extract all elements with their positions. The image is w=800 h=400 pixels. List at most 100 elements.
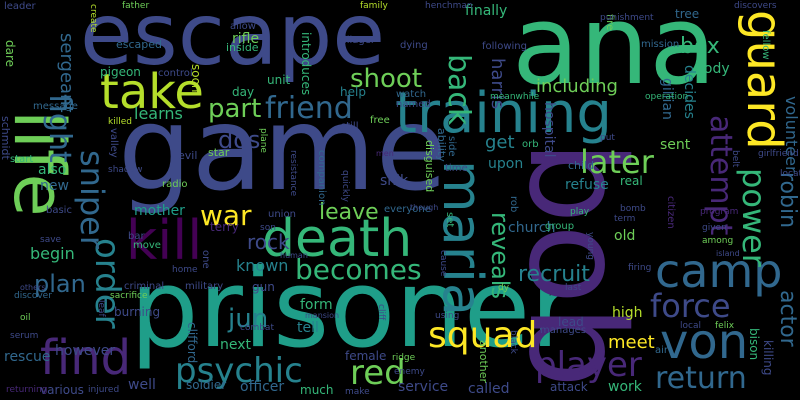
word-young: put	[600, 133, 615, 143]
word-rob: set	[444, 212, 455, 228]
word-attack: called	[468, 381, 510, 397]
word-however: however	[55, 343, 116, 359]
word-learns: learns	[134, 104, 183, 123]
word-though: mansion	[305, 311, 340, 320]
word-combat: make	[345, 387, 370, 397]
word-church: lead	[558, 315, 584, 329]
word-girlfriend: belt	[730, 150, 740, 168]
word-union: son	[260, 223, 276, 233]
word-given: program	[700, 207, 739, 217]
word-lead: gun	[252, 280, 275, 294]
word-disguised: time	[445, 163, 468, 174]
word-quickly: companion	[316, 150, 327, 206]
word-inside: escaped	[116, 38, 163, 51]
word-firing: young	[585, 232, 595, 260]
word-allow: inside	[226, 41, 259, 54]
word-ridge: using	[435, 311, 460, 321]
word-force: force	[650, 287, 731, 325]
word-message: schmidt	[0, 116, 12, 160]
word-henchman: meanwhile	[490, 92, 540, 102]
word-oil: burning	[114, 305, 161, 319]
word-player: player	[535, 345, 642, 385]
word-one: home	[172, 265, 198, 275]
word-sergeant: sergeant	[56, 33, 77, 113]
word-bomb: play	[570, 207, 590, 217]
word-mission: following	[482, 41, 527, 52]
word-fight: fight	[42, 94, 77, 163]
word-enemy: ridge	[392, 353, 416, 363]
word-punishment: fire	[604, 14, 615, 31]
word-black: last	[565, 283, 582, 293]
word-family: henchman	[425, 1, 473, 11]
word-war: war	[200, 199, 252, 232]
word-rock: rock	[247, 230, 290, 254]
word-location: girlfriend	[758, 149, 799, 159]
word-order: order	[87, 238, 127, 329]
word-reveals: reveals	[486, 212, 514, 299]
word-well: also	[38, 162, 67, 178]
word-later: later	[580, 143, 654, 181]
word-find: find	[40, 330, 132, 386]
word-power: power	[735, 168, 773, 267]
word-including: including	[536, 76, 618, 97]
word-get: get	[485, 132, 515, 153]
word-dare: leader	[4, 1, 36, 12]
word-leader: create	[88, 4, 98, 33]
word-much: female	[345, 349, 387, 363]
word-start: message	[33, 101, 78, 112]
word-form: rifle	[232, 31, 260, 47]
word-local: air	[655, 345, 669, 356]
word-set: side	[446, 136, 457, 157]
word-men: cause	[438, 250, 448, 277]
word-companion: resistance	[288, 150, 298, 197]
word-using: another	[477, 340, 490, 384]
word-everyone: quickly	[340, 170, 350, 202]
word-red: red	[350, 353, 406, 393]
word-following: dying	[400, 40, 428, 51]
word-soon: villager	[338, 35, 375, 46]
word-serum: others	[20, 283, 46, 292]
word-part: part	[208, 94, 262, 124]
word-injured: returning	[6, 385, 48, 395]
word-discover: oil	[20, 313, 31, 323]
word-orb: child	[568, 159, 595, 172]
word-leave: leave	[319, 200, 379, 225]
word-dy: firing	[628, 263, 652, 273]
word-father: family	[360, 1, 388, 11]
word-ana: ana	[512, 0, 717, 109]
word-becomes: becomes	[295, 253, 422, 286]
word-female: officer	[240, 379, 285, 395]
word-prisoner: prisoner	[130, 247, 575, 372]
word-next: well	[128, 377, 156, 393]
word-criminal: military	[185, 281, 224, 292]
word-officer: clifford	[185, 322, 199, 364]
word-valley: start	[10, 154, 34, 165]
word-felix: local	[680, 321, 701, 331]
word-take: take	[100, 64, 204, 120]
word-resistance: plane	[258, 128, 268, 153]
word-introduces: allow	[230, 21, 256, 32]
word-shadow: valley	[108, 128, 119, 158]
word-sniper: sniper	[73, 150, 111, 249]
word-attempt: attempt	[703, 115, 738, 236]
word-volunteer: volunteer	[782, 96, 800, 173]
word-play: group	[545, 221, 575, 232]
word-bison: work	[608, 379, 642, 395]
word-fire: mission	[641, 39, 680, 50]
word-control: soon	[189, 64, 203, 93]
word-plane: free	[370, 115, 390, 126]
word-body: body	[695, 61, 730, 77]
word-back: back	[441, 54, 476, 126]
word-pigeon: gillian	[659, 78, 675, 120]
word-also: new	[40, 178, 69, 194]
word-villager: introduces	[299, 32, 313, 96]
word-life: life	[0, 110, 80, 217]
word-gun: form	[300, 297, 333, 313]
word-burning: leaf	[96, 300, 106, 317]
word-work: attack	[550, 380, 588, 394]
word-leaf: sacrifice	[110, 291, 148, 301]
word-finally: finally	[465, 3, 508, 19]
word-operation: fellow	[760, 30, 771, 60]
word-gillian: hospital	[541, 102, 557, 158]
word-rifle: help	[340, 85, 366, 99]
